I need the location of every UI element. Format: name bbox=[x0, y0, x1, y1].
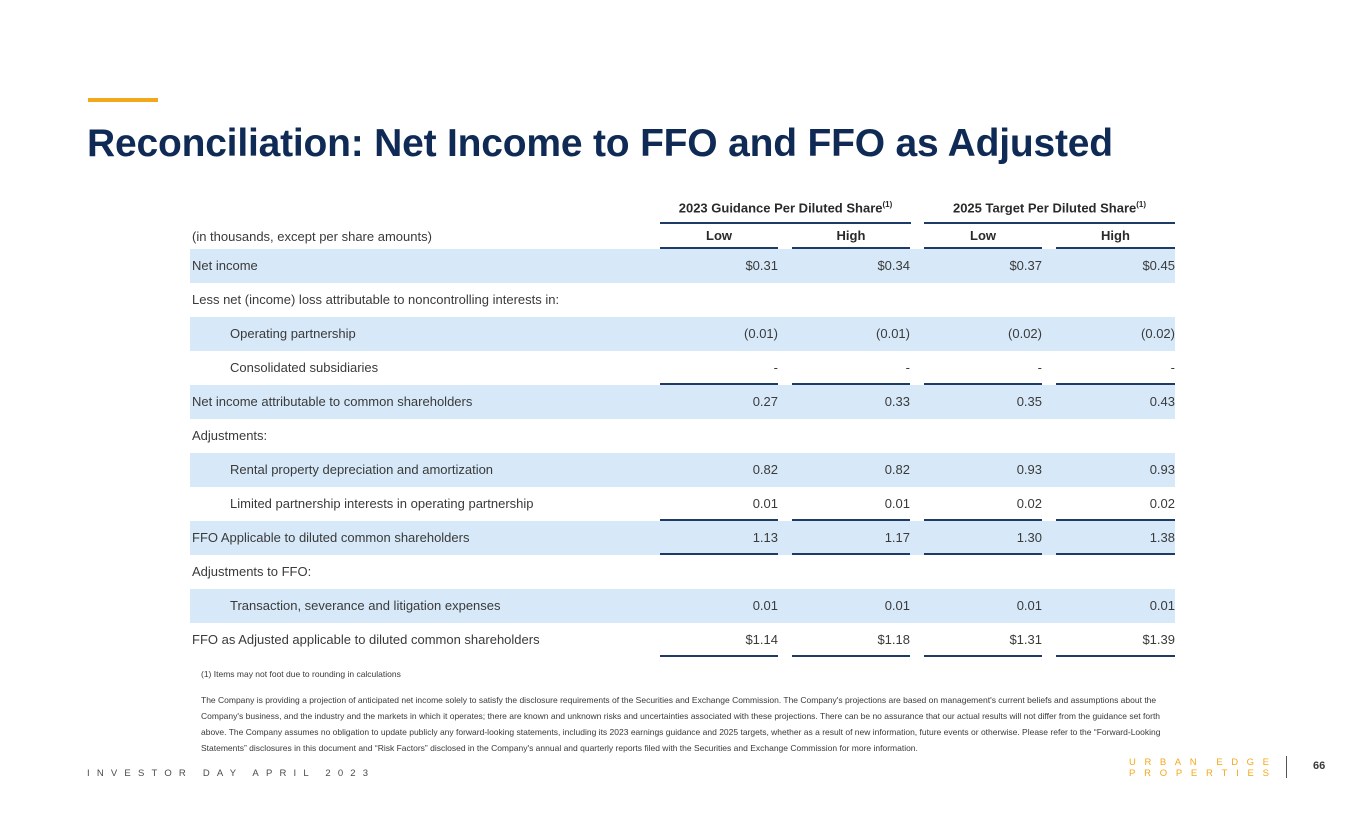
table-column-headers: (in thousands, except per share amounts)… bbox=[190, 222, 1175, 249]
cell-value: - bbox=[660, 351, 778, 385]
footer-event-label: INVESTOR DAY APRIL 2023 bbox=[87, 768, 376, 779]
table-row: Less net (income) loss attributable to n… bbox=[190, 283, 1175, 317]
cell-value: 0.93 bbox=[1016, 462, 1042, 477]
page-title: Reconciliation: Net Income to FFO and FF… bbox=[87, 122, 1113, 165]
row-label: Adjustments to FFO: bbox=[192, 564, 312, 579]
cell-value: 0.01 bbox=[752, 598, 778, 613]
table-row: FFO as Adjusted applicable to diluted co… bbox=[190, 623, 1175, 657]
page-number: 66 bbox=[1313, 760, 1326, 772]
row-label: Adjustments: bbox=[192, 428, 268, 443]
cell-value: 0.01 bbox=[792, 487, 910, 521]
cell-value: 0.01 bbox=[1016, 598, 1042, 613]
cell-value: 0.82 bbox=[884, 462, 910, 477]
cell-value: (0.01) bbox=[744, 326, 778, 341]
footnote: (1) Items may not foot due to rounding i… bbox=[201, 669, 401, 679]
row-label: Limited partnership interests in operati… bbox=[230, 496, 534, 511]
title-accent-bar bbox=[88, 98, 158, 102]
table-row: FFO Applicable to diluted common shareho… bbox=[190, 521, 1175, 555]
row-label: FFO as Adjusted applicable to diluted co… bbox=[192, 632, 540, 647]
group-header-2025-target: 2025 Target Per Diluted Share(1) bbox=[924, 195, 1175, 224]
cell-value: 0.43 bbox=[1149, 394, 1175, 409]
cell-value: 0.93 bbox=[1149, 462, 1175, 477]
row-label: Transaction, severance and litigation ex… bbox=[230, 598, 501, 613]
column-header-2023-low: Low bbox=[660, 222, 778, 249]
cell-value: 0.01 bbox=[884, 598, 910, 613]
cell-value: 1.13 bbox=[660, 521, 778, 555]
cell-value: 0.01 bbox=[1149, 598, 1175, 613]
row-label: Net income bbox=[192, 258, 258, 273]
group-header-2023-guidance: 2023 Guidance Per Diluted Share(1) bbox=[660, 195, 911, 224]
cell-value: $1.18 bbox=[792, 623, 910, 657]
cell-value: $0.31 bbox=[745, 258, 778, 273]
column-header-2023-high: High bbox=[792, 222, 910, 249]
cell-value: $1.39 bbox=[1056, 623, 1175, 657]
cell-value: $1.14 bbox=[660, 623, 778, 657]
table-row: Adjustments to FFO: bbox=[190, 555, 1175, 589]
cell-value: - bbox=[924, 351, 1042, 385]
units-label: (in thousands, except per share amounts) bbox=[192, 229, 432, 244]
cell-value: 1.17 bbox=[792, 521, 910, 555]
cell-value: - bbox=[792, 351, 910, 385]
disclaimer-text: The Company is providing a projection of… bbox=[201, 695, 1161, 753]
cell-value: $0.45 bbox=[1142, 258, 1175, 273]
cell-value: 0.02 bbox=[924, 487, 1042, 521]
table-row: Adjustments: bbox=[190, 419, 1175, 453]
footer-divider bbox=[1286, 756, 1287, 778]
cell-value: 0.27 bbox=[752, 394, 778, 409]
row-label: Less net (income) loss attributable to n… bbox=[192, 292, 560, 307]
column-header-2025-low: Low bbox=[924, 222, 1042, 249]
table-row: Operating partnership (0.01) (0.01) (0.0… bbox=[190, 317, 1175, 351]
cell-value: 1.38 bbox=[1056, 521, 1175, 555]
row-label: Consolidated subsidiaries bbox=[230, 360, 379, 375]
cell-value: 0.35 bbox=[1016, 394, 1042, 409]
table-row: Rental property depreciation and amortiz… bbox=[190, 453, 1175, 487]
row-label: Rental property depreciation and amortiz… bbox=[230, 462, 494, 477]
cell-value: $1.31 bbox=[924, 623, 1042, 657]
cell-value: 0.82 bbox=[752, 462, 778, 477]
cell-value: 0.02 bbox=[1056, 487, 1175, 521]
table-row: Net income attributable to common shareh… bbox=[190, 385, 1175, 419]
reconciliation-table: Net income $0.31 $0.34 $0.37 $0.45 Less … bbox=[190, 249, 1175, 657]
cell-value: (0.02) bbox=[1141, 326, 1175, 341]
table-row: Transaction, severance and litigation ex… bbox=[190, 589, 1175, 623]
cell-value: 1.30 bbox=[924, 521, 1042, 555]
cell-value: - bbox=[1056, 351, 1175, 385]
table-row: Consolidated subsidiaries - - - - bbox=[190, 351, 1175, 385]
cell-value: $0.34 bbox=[877, 258, 910, 273]
cell-value: 0.01 bbox=[660, 487, 778, 521]
row-label: Net income attributable to common shareh… bbox=[192, 394, 473, 409]
row-label: Operating partnership bbox=[230, 326, 356, 341]
cell-value: $0.37 bbox=[1009, 258, 1042, 273]
table-row: Limited partnership interests in operati… bbox=[190, 487, 1175, 521]
cell-value: (0.01) bbox=[876, 326, 910, 341]
table-row: Net income $0.31 $0.34 $0.37 $0.45 bbox=[190, 249, 1175, 283]
cell-value: 0.33 bbox=[884, 394, 910, 409]
row-label: FFO Applicable to diluted common shareho… bbox=[192, 530, 470, 545]
column-header-2025-high: High bbox=[1056, 222, 1175, 249]
cell-value: (0.02) bbox=[1008, 326, 1042, 341]
